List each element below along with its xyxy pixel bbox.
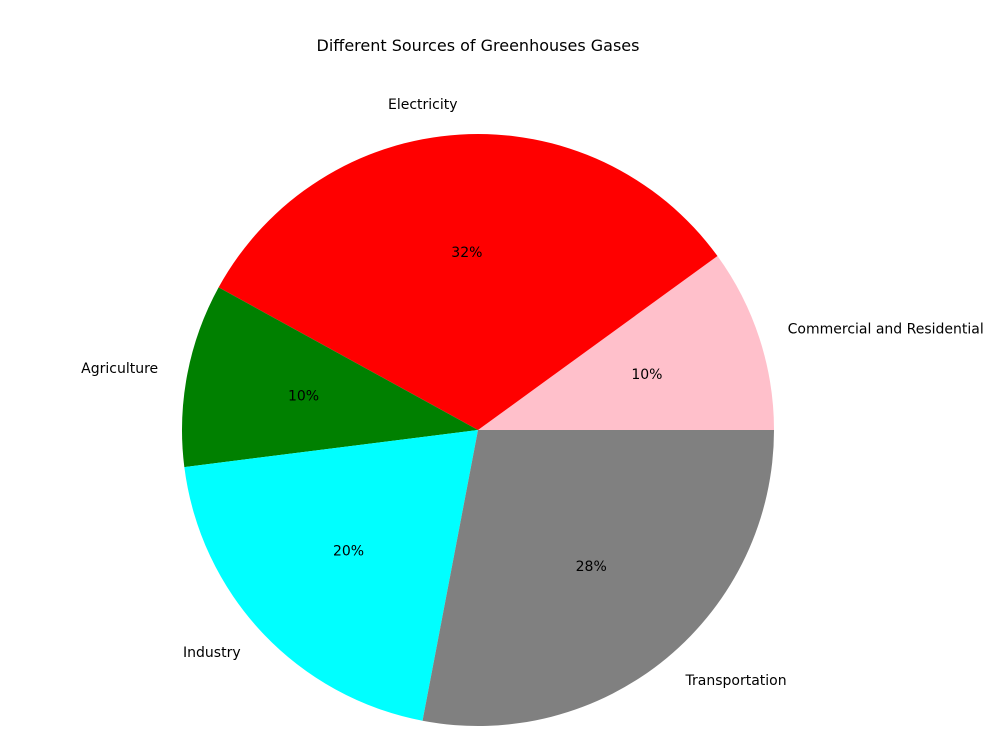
pie-slices (181, 133, 774, 726)
slice-label-electricity: Electricity (388, 97, 458, 113)
slice-percent-commercial-and-residential: 10% (631, 367, 662, 383)
slice-percent-industry: 20% (333, 544, 364, 560)
slice-label-transportation: Transportation (685, 673, 787, 689)
pie-labels: Commercial and Residential 10% Electricity… (81, 97, 984, 689)
slice-percent-transportation: 28% (576, 559, 607, 575)
slice-label-agriculture: Agriculture (81, 361, 158, 377)
pie-slice-agriculture (181, 287, 478, 468)
slice-label-industry: Industry (183, 645, 241, 661)
slice-percent-electricity: 32% (451, 245, 482, 261)
slice-percent-agriculture: 10% (288, 389, 319, 405)
pie-slice-electricity (218, 133, 718, 430)
pie-slice-transportation (422, 430, 774, 726)
slice-label-commercial-and-residential: Commercial and Residential (788, 321, 984, 337)
pie-slice-commercial-and-residential (478, 256, 774, 430)
chart-title: Different Sources of Greenhouses Gases (317, 36, 640, 55)
pie-slice-industry (184, 430, 478, 721)
